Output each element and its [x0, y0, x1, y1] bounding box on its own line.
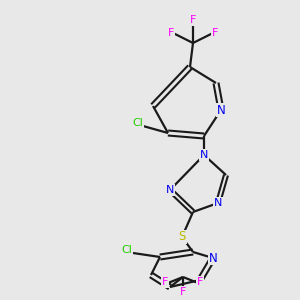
- Text: F: F: [180, 287, 186, 297]
- Text: N: N: [200, 150, 208, 160]
- Text: N: N: [208, 251, 217, 265]
- Text: F: F: [168, 28, 174, 38]
- Text: N: N: [166, 185, 174, 195]
- Text: F: F: [162, 277, 168, 287]
- Text: F: F: [197, 277, 203, 287]
- Text: F: F: [212, 28, 218, 38]
- Text: S: S: [178, 230, 186, 244]
- Text: Cl: Cl: [122, 245, 132, 255]
- Text: F: F: [190, 15, 196, 25]
- Text: N: N: [217, 103, 225, 116]
- Text: Cl: Cl: [133, 118, 143, 128]
- Text: N: N: [214, 198, 222, 208]
